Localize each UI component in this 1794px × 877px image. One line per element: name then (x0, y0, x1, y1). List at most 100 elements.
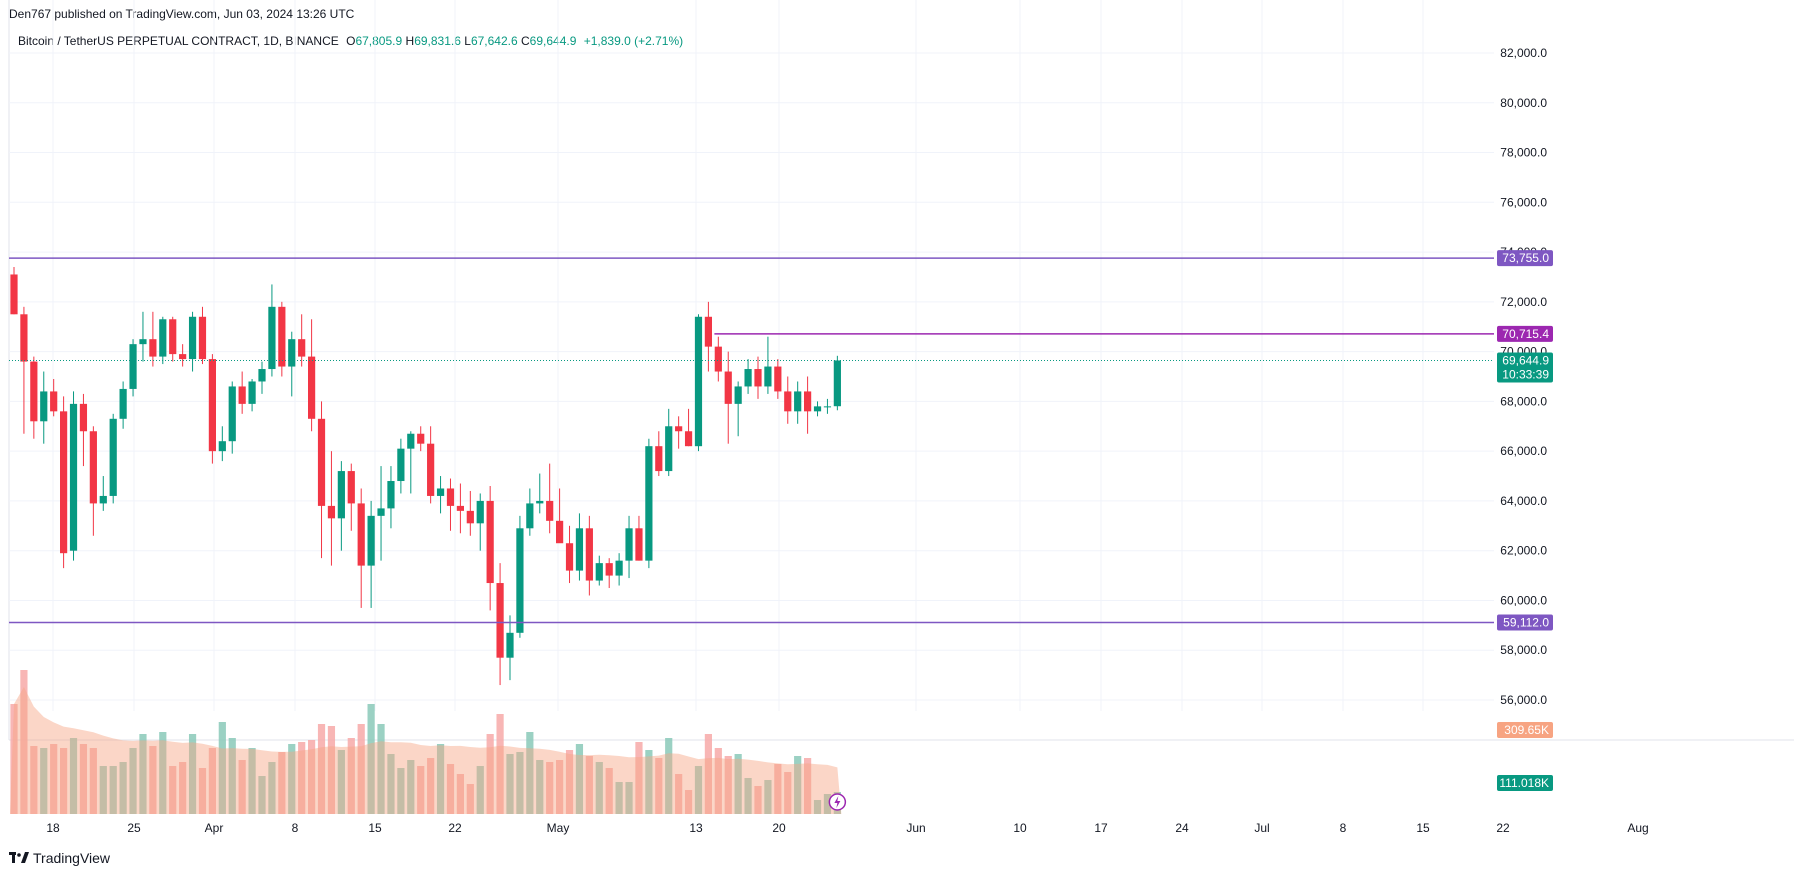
candle-body (744, 369, 752, 387)
volume-bar (30, 746, 38, 814)
candle-body (139, 339, 147, 345)
candle-body (278, 306, 286, 367)
candle-body (149, 339, 157, 357)
candle-body (615, 560, 623, 576)
volume-bar (327, 726, 336, 814)
lightning-icon (828, 793, 847, 811)
candle-body (684, 431, 693, 447)
volume-bar (60, 748, 68, 814)
x-tick-label: 15 (368, 821, 382, 835)
y-tick-label: 62,000.0 (1500, 544, 1547, 558)
volume-bar (446, 764, 455, 814)
volume-bar (496, 714, 504, 814)
y-tick-label: 64,000.0 (1500, 494, 1547, 508)
brand-label: TradingView (33, 850, 111, 866)
candle-body (317, 418, 326, 506)
volume-bar (407, 760, 415, 814)
candle-body (119, 388, 127, 419)
volume-bar (704, 734, 712, 814)
high-key: H (405, 34, 415, 48)
candle-body (69, 403, 78, 551)
last-price-tag-bg (1497, 352, 1553, 383)
volume-ma-tag-text: 309.65K (1504, 723, 1549, 737)
level-tag-70715: 70,715.4 (1497, 325, 1553, 342)
candle-body (377, 508, 385, 516)
x-tick-label: Apr (205, 821, 224, 835)
candle-body (337, 471, 345, 519)
candle-body (308, 356, 316, 419)
x-tick-label: 15 (1416, 821, 1430, 835)
candle-body (188, 316, 197, 360)
x-tick-label: 24 (1175, 821, 1189, 835)
volume-bar (526, 732, 534, 814)
candle-body (327, 505, 336, 519)
grid (8, 0, 1794, 741)
y-tick-label: 80,000.0 (1500, 96, 1547, 110)
candle-body (268, 306, 276, 370)
volume-bar (625, 782, 633, 814)
candle-body (754, 369, 762, 387)
low-value: 67,642.6 (470, 34, 518, 48)
volume-bar (298, 742, 306, 814)
candle-body (288, 339, 296, 367)
tradingview-brand[interactable]: TradingView (9, 850, 110, 866)
volume-bar (724, 756, 732, 814)
volume-bar (466, 784, 474, 814)
volume-bar (367, 704, 375, 814)
candle-body (546, 500, 554, 521)
time-axis[interactable]: 18 25 Apr 8 15 22 May 13 20 Jun 10 17 24 Jul 8 15 22 Aug (46, 821, 1648, 835)
volume-bar (486, 734, 494, 814)
volume-bar (317, 724, 326, 814)
candle-body (238, 386, 246, 404)
volume-bar (208, 748, 216, 814)
publisher-credit: Den767 published on TradingView.com, Jun… (9, 7, 355, 21)
volume-bar (456, 774, 464, 814)
volume-bar (595, 762, 603, 814)
candle-body (387, 481, 395, 509)
volume-bar (278, 752, 286, 814)
y-tick-label: 72,000.0 (1500, 295, 1547, 309)
volume-bar (198, 768, 207, 814)
candle-body (357, 503, 365, 566)
candle-body (427, 443, 435, 496)
open-value: 67,805.9 (355, 34, 403, 48)
candle-body (595, 563, 603, 581)
candle-body (20, 314, 28, 362)
volume-bar (774, 764, 782, 814)
horizontal-levels[interactable] (9, 257, 1494, 624)
candle-body (486, 500, 494, 584)
symbol-legend: Bitcoin / TetherUS PERPETUAL CONTRACT, 1… (18, 34, 683, 48)
candle-body (585, 528, 593, 581)
volume-bar (575, 744, 584, 814)
y-tick-label: 60,000.0 (1500, 593, 1547, 607)
volume-bar (258, 776, 266, 814)
y-tick-label: 56,000.0 (1500, 693, 1547, 707)
volume-bar (804, 758, 812, 814)
volume-bar (536, 760, 544, 814)
candle-body (823, 406, 832, 408)
candle-body (724, 371, 732, 404)
countdown-value: 10:33:39 (1502, 367, 1549, 381)
x-tick-label: 25 (127, 821, 141, 835)
candle-body (179, 354, 187, 360)
candle-body (665, 426, 673, 472)
candle-body (347, 471, 355, 504)
close-key: C (521, 34, 530, 48)
volume-ma-area (10, 687, 842, 814)
level-tag-59112: 59,112.0 (1497, 614, 1553, 631)
candle-body (258, 369, 266, 382)
volume-bar (347, 738, 355, 814)
volume-bar (744, 778, 752, 814)
candle-body (30, 361, 38, 422)
volume-bar (794, 756, 802, 814)
x-tick-label: 18 (46, 821, 60, 835)
tradingview-logo-icon (9, 852, 29, 863)
low-key: L (464, 34, 471, 48)
volume-bar (149, 746, 157, 814)
volume-bar (50, 744, 58, 814)
level-tag-73755-bg (1497, 250, 1553, 267)
candle-body (704, 316, 712, 347)
candle-body (99, 495, 107, 504)
volume-bar (228, 738, 236, 814)
